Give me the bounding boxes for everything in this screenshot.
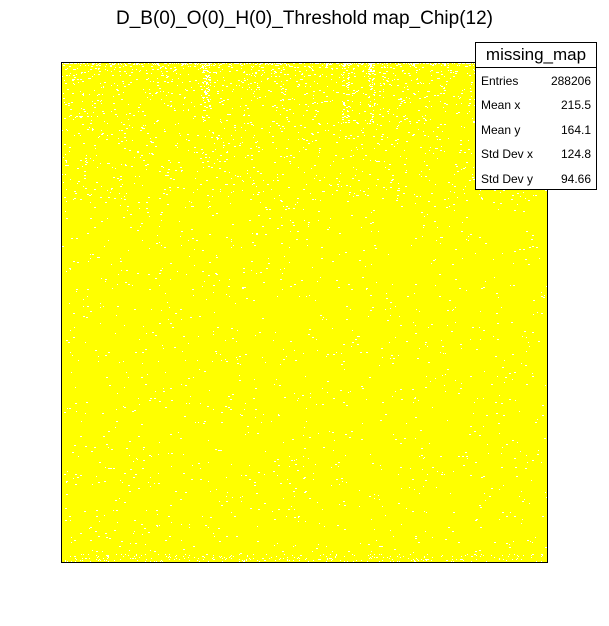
stats-value: 288206 <box>550 74 591 88</box>
stats-label: Std Dev x <box>481 147 534 162</box>
stats-value: 124.8 <box>560 147 591 162</box>
stats-row-mean-y: Mean y 164.1 <box>476 117 596 141</box>
stats-value: 164.1 <box>560 122 591 137</box>
stats-box-title: missing_map <box>476 43 596 68</box>
chart-title: D_B(0)_O(0)_H(0)_Threshold map_Chip(12) <box>116 8 493 29</box>
stats-label: Mean x <box>481 98 521 113</box>
stats-row-std-dev-y: Std Dev y 94.66 <box>476 166 596 190</box>
stats-label: Entries <box>481 74 519 88</box>
stats-label: Std Dev y <box>481 171 534 186</box>
stats-value: 94.66 <box>560 171 591 186</box>
heatmap-area <box>62 63 547 562</box>
stats-value: 215.5 <box>560 98 591 113</box>
stats-box: missing_map Entries 288206 Mean x 215.5 … <box>475 42 597 190</box>
stats-row-std-dev-x: Std Dev x 124.8 <box>476 141 596 165</box>
stats-label: Mean y <box>481 122 521 137</box>
stats-row-entries: Entries 288206 <box>476 68 596 92</box>
stats-row-mean-x: Mean x 215.5 <box>476 92 596 116</box>
